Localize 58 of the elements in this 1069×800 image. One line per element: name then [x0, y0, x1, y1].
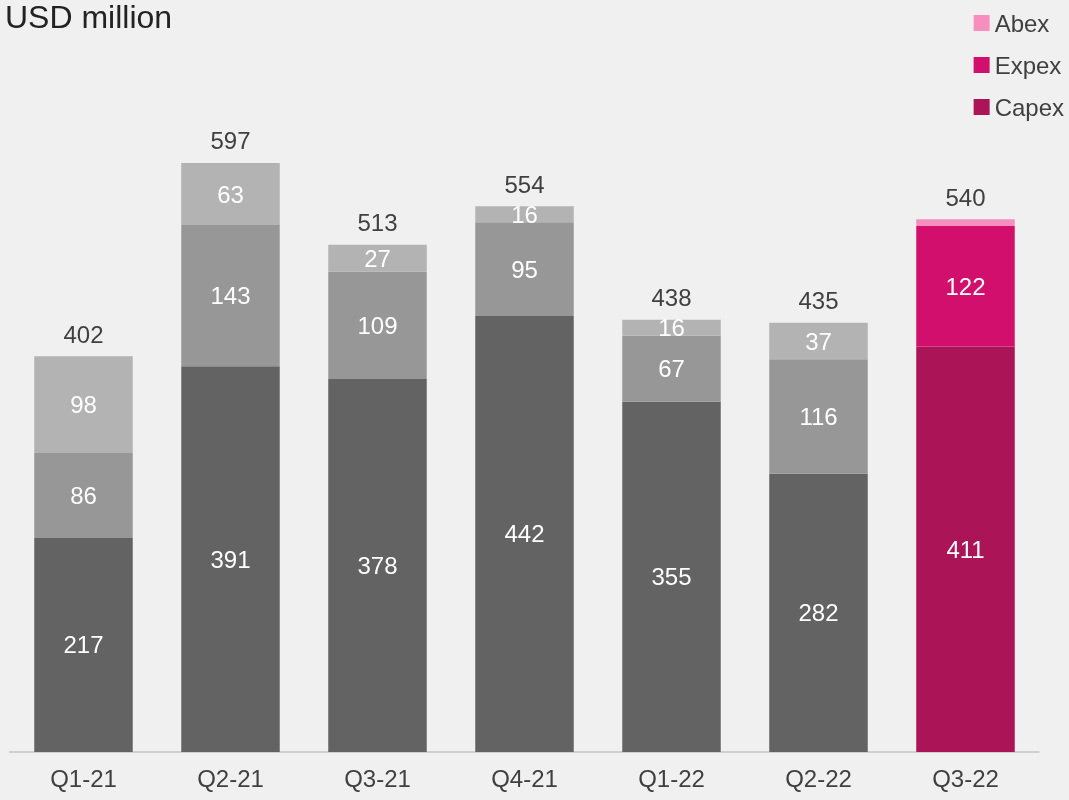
x-tick-label: Q2-22 [785, 764, 852, 792]
legend-label: Capex [994, 93, 1064, 121]
total-label: 438 [651, 284, 692, 312]
data-label: 98 [70, 391, 97, 419]
total-label: 540 [945, 183, 986, 211]
legend-label: Expex [994, 51, 1062, 79]
bar [181, 162, 280, 226]
data-label: 67 [658, 355, 685, 383]
bar [916, 226, 1015, 347]
bar [916, 219, 1015, 227]
data-label: 63 [217, 180, 244, 208]
data-label: 109 [357, 311, 398, 339]
total-label: 402 [63, 320, 104, 348]
bar [328, 271, 427, 380]
bar [769, 359, 868, 474]
total-label: 513 [357, 209, 398, 237]
data-label: 442 [504, 520, 545, 548]
x-tick-label: Q3-22 [932, 764, 999, 792]
data-label: 391 [210, 545, 251, 573]
legend-label: Abex [994, 9, 1050, 37]
data-label: 217 [63, 631, 104, 659]
bar [328, 379, 427, 752]
total-label: 435 [798, 287, 839, 315]
x-tick-label: Q4-21 [491, 764, 558, 792]
bar [34, 453, 133, 538]
data-label: 86 [70, 481, 97, 509]
bar [181, 366, 280, 752]
data-label: 116 [799, 403, 838, 431]
bar [622, 401, 721, 752]
x-tick-label: Q3-21 [344, 764, 411, 792]
bar [769, 322, 868, 360]
data-label: 16 [511, 200, 538, 228]
data-label: 282 [798, 599, 839, 627]
data-label: 143 [210, 282, 251, 310]
data-label: 378 [357, 552, 398, 580]
bar [328, 244, 427, 272]
bar [769, 473, 868, 752]
bar [622, 335, 721, 402]
x-tick-label: Q2-21 [197, 764, 264, 792]
data-label: 37 [805, 327, 832, 355]
bar [475, 206, 574, 223]
bar [475, 222, 574, 316]
bar [34, 537, 133, 752]
total-label: 554 [504, 170, 545, 198]
bar [475, 315, 574, 752]
data-label: 411 [946, 535, 985, 563]
data-label: 122 [945, 272, 986, 300]
x-tick-label: Q1-21 [50, 764, 117, 792]
data-label: 355 [651, 563, 692, 591]
bar [181, 225, 280, 367]
data-label: 27 [364, 244, 391, 272]
bar [916, 346, 1015, 752]
total-label: 597 [210, 127, 251, 155]
data-label: 95 [511, 255, 538, 283]
bar [34, 356, 133, 454]
x-tick-label: Q1-22 [638, 764, 705, 792]
chart-title: USD million [5, 0, 173, 35]
data-label: 16 [658, 314, 685, 342]
